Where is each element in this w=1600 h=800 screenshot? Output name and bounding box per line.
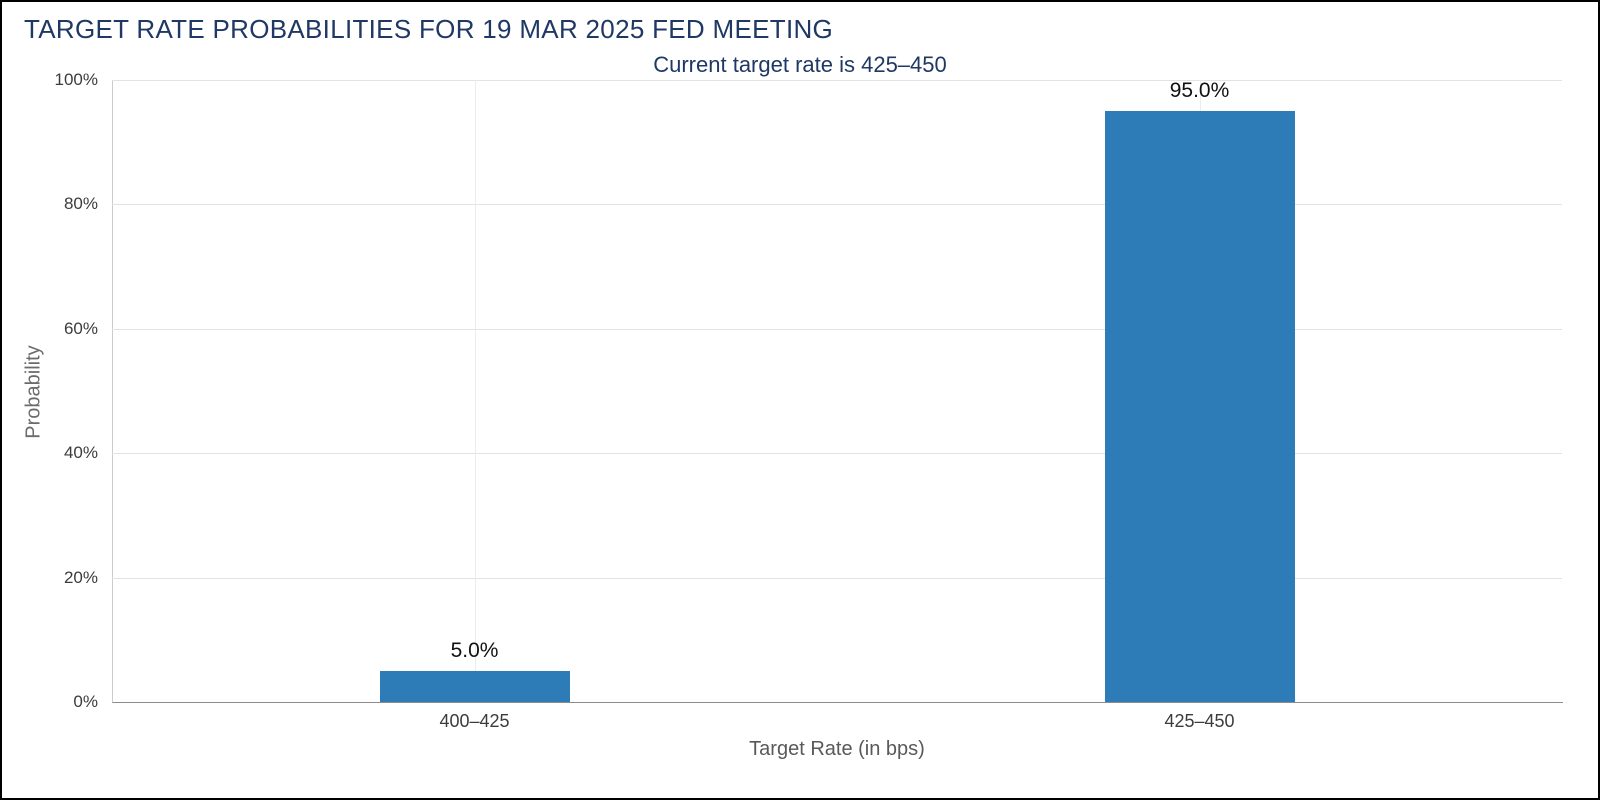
- y-gridline: [112, 204, 1562, 206]
- x-axis-title: Target Rate (in bps): [749, 738, 925, 760]
- y-tick-label: 40%: [63, 443, 98, 463]
- probability-bar[interactable]: [379, 670, 570, 702]
- y-tick-label: 80%: [63, 194, 98, 214]
- y-gridline: [112, 453, 1562, 455]
- bar-value-label: 95.0%: [1169, 79, 1230, 103]
- y-gridline: [112, 328, 1562, 330]
- chart-title: TARGET RATE PROBABILITIES FOR 19 MAR 202…: [24, 14, 834, 44]
- y-tick-label: 0%: [73, 692, 98, 711]
- y-tick-label: 20%: [63, 567, 98, 587]
- x-tick-label: 425–450: [1164, 711, 1235, 731]
- y-tick-label: 100%: [54, 70, 98, 89]
- plot-area: [112, 80, 1563, 703]
- y-gridline: [112, 577, 1562, 579]
- x-tick-label: 400–425: [439, 711, 510, 731]
- bar-value-label: 5.0%: [450, 638, 499, 662]
- probability-bar[interactable]: [1104, 111, 1295, 702]
- chart-subtitle: Current target rate is 425–450: [653, 52, 947, 77]
- y-gridline: [112, 80, 1562, 81]
- vertical-gridline: [474, 80, 476, 702]
- y-axis-title: Probability: [22, 345, 45, 439]
- y-tick-label: 60%: [63, 318, 98, 338]
